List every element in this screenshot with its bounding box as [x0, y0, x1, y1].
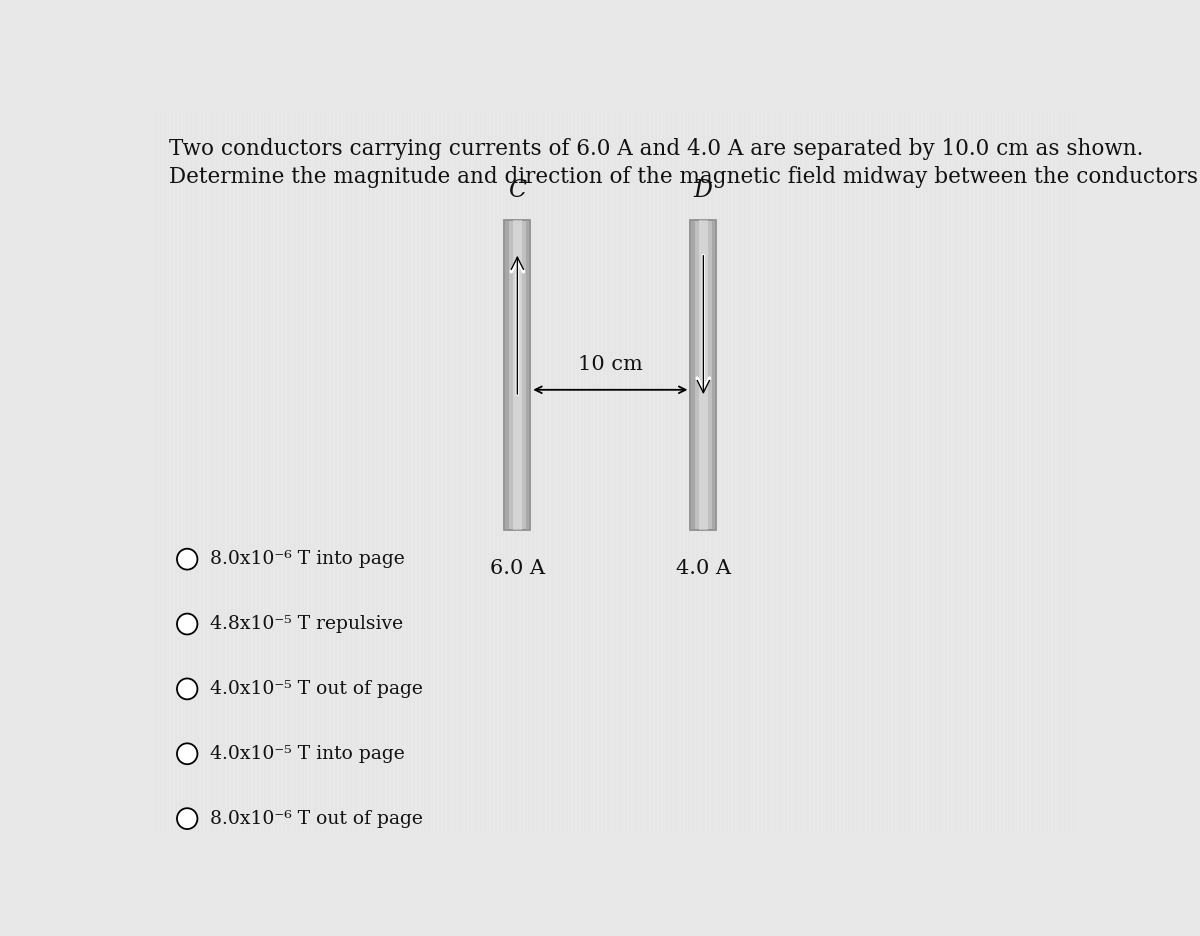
Text: 4.0x10⁻⁵ T into page: 4.0x10⁻⁵ T into page — [210, 745, 406, 763]
Ellipse shape — [176, 614, 198, 635]
Bar — [526, 221, 530, 531]
Text: Determine the magnitude and direction of the magnetic field midway between the c: Determine the magnitude and direction of… — [168, 167, 1200, 188]
Text: 10 cm: 10 cm — [578, 355, 643, 374]
Bar — [690, 221, 695, 531]
Text: C: C — [509, 180, 527, 202]
Bar — [690, 221, 716, 531]
Bar — [504, 221, 509, 531]
Ellipse shape — [176, 679, 198, 699]
Text: 8.0x10⁻⁶ T into page: 8.0x10⁻⁶ T into page — [210, 550, 406, 568]
Ellipse shape — [176, 743, 198, 764]
Text: 4.8x10⁻⁵ T repulsive: 4.8x10⁻⁵ T repulsive — [210, 615, 403, 633]
Text: 4.0x10⁻⁵ T out of page: 4.0x10⁻⁵ T out of page — [210, 680, 424, 698]
Text: 6.0 A: 6.0 A — [490, 559, 545, 578]
Text: D: D — [694, 180, 713, 202]
Bar — [512, 221, 522, 531]
Ellipse shape — [176, 808, 198, 829]
Text: 8.0x10⁻⁶ T out of page: 8.0x10⁻⁶ T out of page — [210, 810, 424, 827]
Ellipse shape — [176, 548, 198, 570]
Text: 4.0 A: 4.0 A — [676, 559, 731, 578]
Bar — [698, 221, 708, 531]
Bar — [504, 221, 530, 531]
Text: Two conductors carrying currents of 6.0 A and 4.0 A are separated by 10.0 cm as : Two conductors carrying currents of 6.0 … — [168, 138, 1142, 159]
Bar — [712, 221, 716, 531]
